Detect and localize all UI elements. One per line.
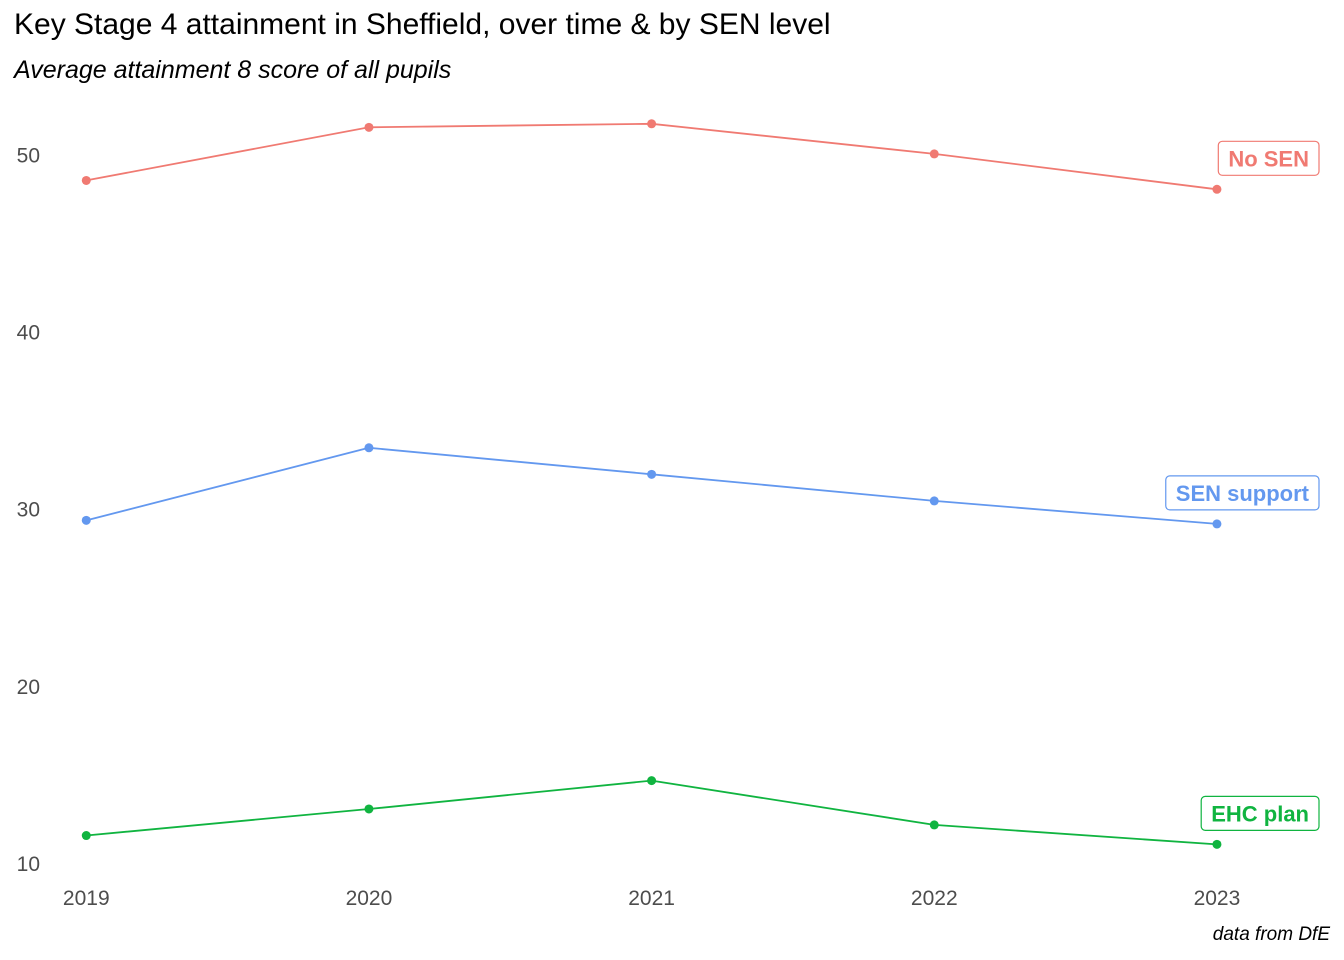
x-tick-label: 2023 [1194,887,1241,910]
data-point-sen-support-2021 [647,469,657,479]
data-point-sen-support-2020 [364,443,374,453]
series-label-text: SEN support [1176,481,1310,506]
x-tick-label: 2022 [911,887,958,910]
chart-subtitle: Average attainment 8 score of all pupils [14,56,452,84]
series-points [81,119,1222,849]
series-line-sen-support [86,446,1217,525]
x-tick-label: 2019 [63,887,110,910]
y-tick-label: 10 [17,853,40,876]
series-labels: No SEN SEN support EHC plan [1165,140,1320,831]
y-axis: 10 20 30 40 50 [17,145,40,876]
series-line-no-sen [86,122,1218,191]
series-label-box [1165,475,1320,511]
data-point-no-sen-2023 [1212,184,1222,194]
data-point-no-sen-2020 [364,122,374,132]
series-label-sen-support: SEN support [1165,475,1320,511]
data-point-sen-support-2023 [1212,519,1222,529]
data-point-ehc-plan-2020 [364,804,374,814]
data-point-ehc-plan-2022 [929,820,939,830]
y-tick-label: 30 [17,499,40,522]
data-point-no-sen-2019 [81,175,91,185]
y-tick-label: 40 [17,322,40,345]
chart-title: Key Stage 4 attainment in Sheffield, ove… [14,8,831,41]
series-line-ehc-plan [86,779,1217,846]
y-tick-label: 20 [17,676,40,699]
series-label-box [1200,795,1320,831]
data-point-ehc-plan-2019 [81,831,91,841]
series-label-no-sen: No SEN [1217,140,1320,176]
chart-caption: data from DfE [1212,924,1330,945]
series-label-text: No SEN [1228,146,1309,171]
data-point-no-sen-2022 [929,149,939,159]
series-label-ehc-plan: EHC plan [1200,795,1320,831]
data-point-no-sen-2021 [647,119,657,129]
data-point-sen-support-2019 [81,515,91,525]
series-lines [86,122,1218,846]
series-label-text: EHC plan [1211,801,1309,826]
data-point-ehc-plan-2023 [1212,839,1222,849]
x-tick-label: 2020 [346,887,393,910]
series-label-box [1217,140,1320,176]
data-point-sen-support-2022 [929,496,939,506]
y-tick-label: 50 [17,145,40,168]
data-point-ehc-plan-2021 [647,776,657,786]
x-axis: 2019 2020 2021 2022 2023 [63,887,1240,910]
x-tick-label: 2021 [628,887,675,910]
